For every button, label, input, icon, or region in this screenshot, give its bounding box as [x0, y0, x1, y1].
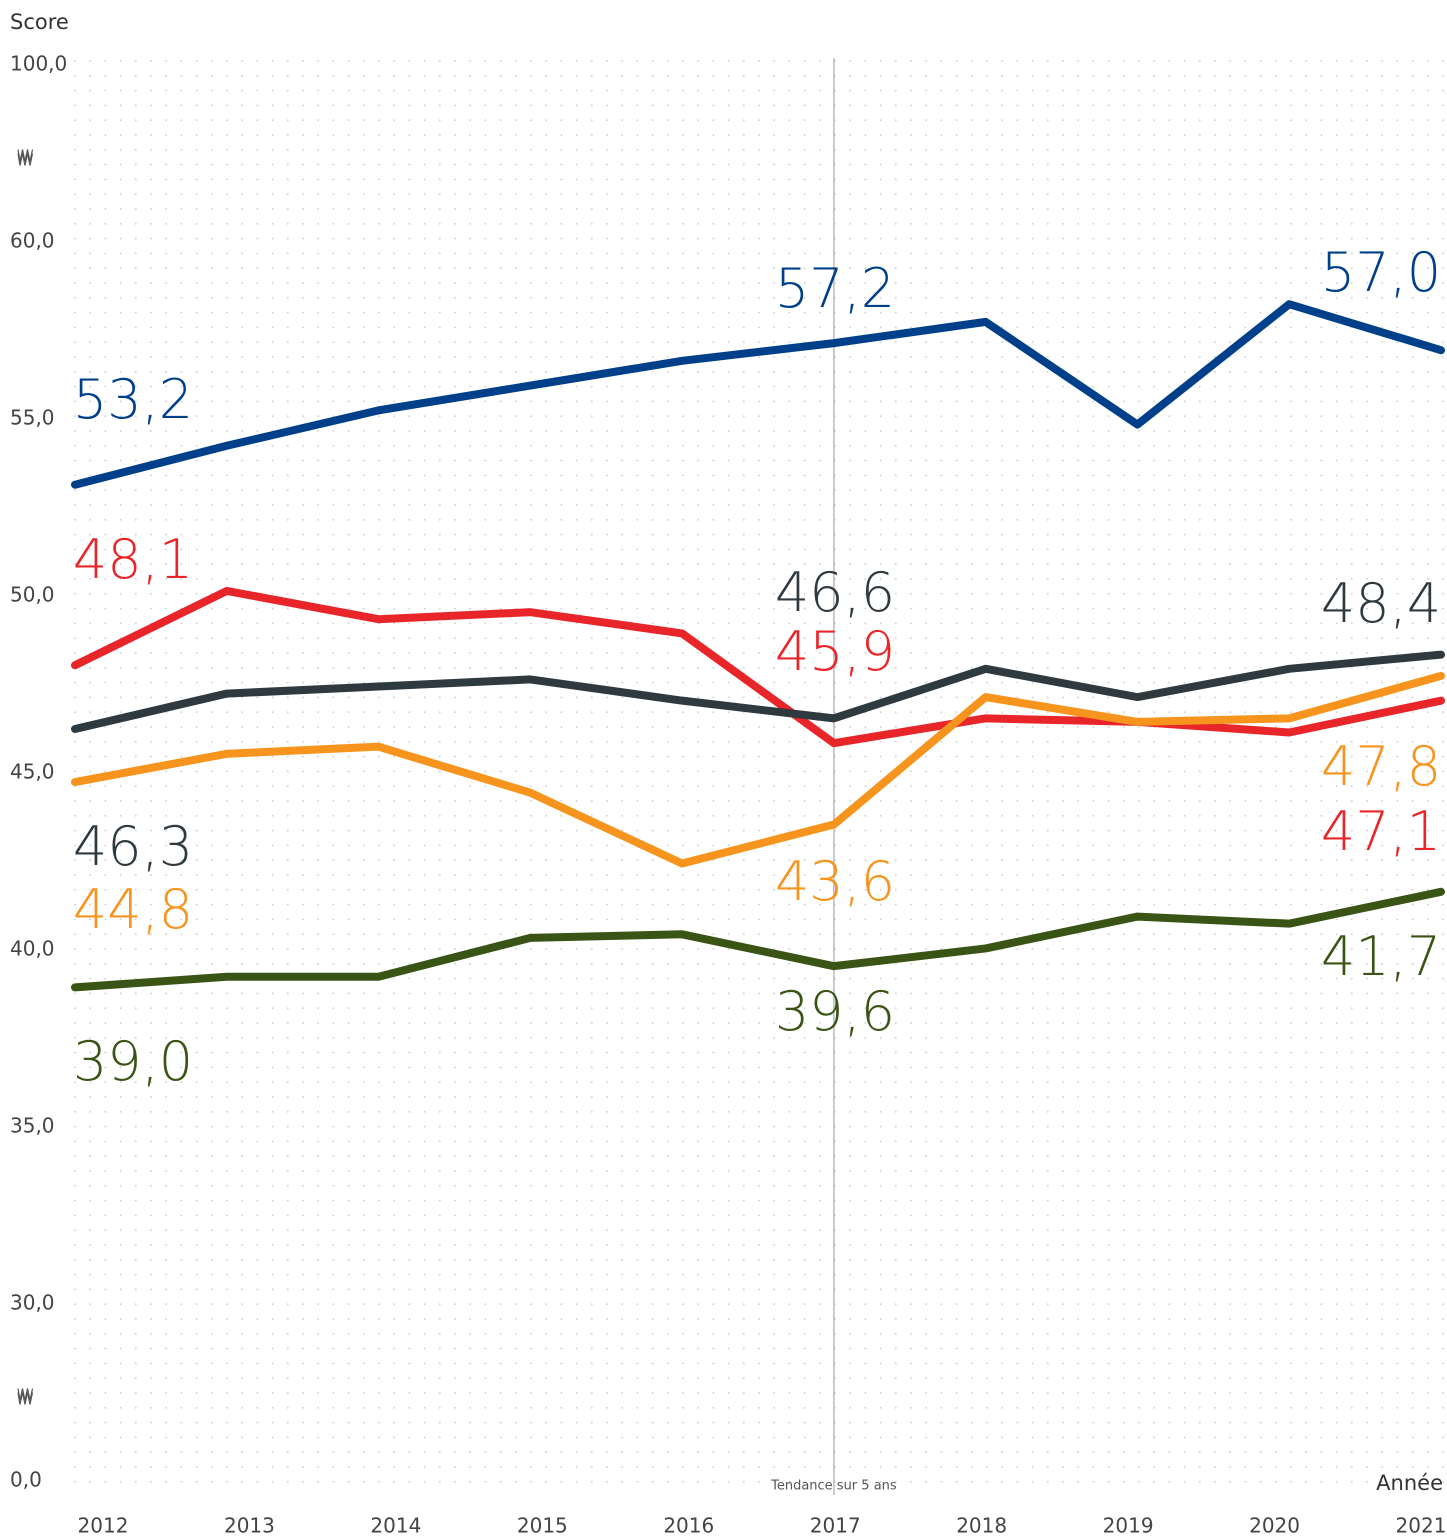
value-label: 57,2 — [775, 257, 895, 320]
value-label: 39,0 — [73, 1030, 193, 1093]
x-tick-label: 2015 — [517, 1514, 568, 1538]
value-label: 53,2 — [73, 368, 193, 431]
x-tick-label: 2019 — [1103, 1514, 1154, 1538]
value-label: 57,0 — [1321, 241, 1441, 304]
series-line — [71, 671, 1445, 868]
axis-break — [17, 149, 34, 162]
value-label: 39,6 — [775, 980, 895, 1043]
dot-grid — [70, 58, 1447, 1488]
x-axis-label: Année — [1376, 1471, 1443, 1495]
value-label: 44,8 — [73, 878, 193, 941]
y-tick-label: 40,0 — [10, 937, 55, 961]
value-label: 45,9 — [775, 620, 895, 683]
annotation: Tendance sur 5 ans — [770, 1479, 897, 1494]
series-line — [71, 586, 1445, 748]
y-tick-label: 50,0 — [10, 583, 55, 607]
y-tick-label: 60,0 — [10, 229, 55, 253]
y-tick-label: 0,0 — [10, 1468, 42, 1492]
series-line — [71, 300, 1445, 489]
x-tick-label: 2014 — [370, 1514, 421, 1538]
value-label: 47,1 — [1321, 800, 1441, 863]
series-line — [71, 887, 1445, 992]
x-tick-label: 2021 — [1396, 1514, 1447, 1538]
y-tick-label: 55,0 — [10, 406, 55, 430]
x-tick-label: 2020 — [1249, 1514, 1300, 1538]
x-tick-label: 2012 — [78, 1514, 129, 1538]
axis-break — [17, 1392, 34, 1405]
x-tick-label: 2013 — [224, 1514, 275, 1538]
y-tick-label: 30,0 — [10, 1291, 55, 1315]
series-line — [71, 650, 1445, 733]
axis-break — [17, 1388, 34, 1401]
x-tick-label: 2018 — [956, 1514, 1007, 1538]
value-label: 48,1 — [73, 528, 193, 591]
axis-break — [17, 153, 34, 166]
y-axis-label: Score — [10, 10, 69, 34]
value-label: 43,6 — [775, 850, 895, 913]
value-label: 46,6 — [775, 561, 895, 624]
value-label: 48,4 — [1321, 572, 1441, 635]
value-label: 47,8 — [1321, 735, 1441, 798]
value-label: 41,7 — [1321, 925, 1441, 988]
value-label: 46,3 — [73, 815, 193, 878]
y-tick-label: 45,0 — [10, 760, 55, 784]
x-tick-label: 2016 — [663, 1514, 714, 1538]
y-tick-label: 100,0 — [10, 52, 67, 76]
y-tick-label: 35,0 — [10, 1114, 55, 1138]
x-tick-label: 2017 — [810, 1514, 861, 1538]
